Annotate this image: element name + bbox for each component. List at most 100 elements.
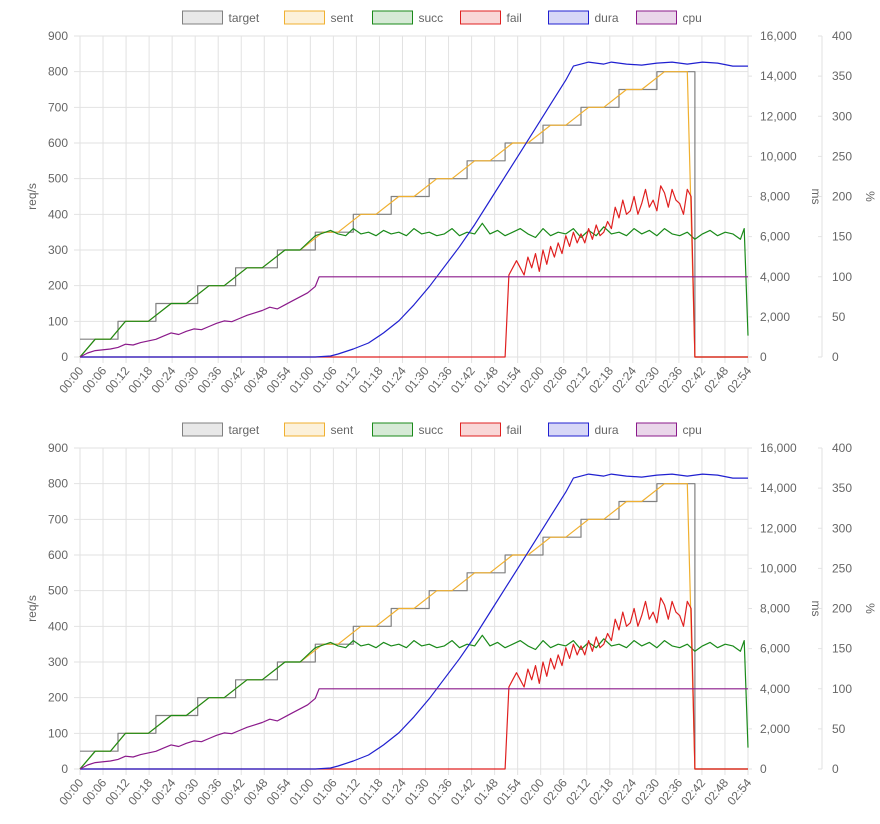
x-tick-label: 02:24: [609, 776, 639, 808]
x-tick-label: 02:30: [632, 776, 662, 808]
y-tick-label: 6,000: [760, 230, 790, 244]
y-tick-label: 400: [48, 619, 68, 633]
y-tick-label: 100: [832, 270, 852, 284]
y-axis-title: ms: [809, 601, 823, 617]
series-line-dura: [80, 473, 748, 770]
y-tick-label: 14,000: [760, 69, 797, 83]
y-tick-label: 100: [48, 314, 68, 328]
y-tick-label: 250: [832, 561, 852, 575]
y-tick-label: 16,000: [760, 29, 797, 43]
x-tick-label: 01:00: [287, 776, 317, 808]
x-tick-label: 02:42: [678, 364, 708, 396]
y-tick-label: 14,000: [760, 481, 797, 495]
x-tick-label: 00:24: [148, 776, 178, 808]
x-tick-label: 01:18: [356, 776, 386, 808]
y-tick-label: 0: [832, 762, 839, 776]
x-tick-label: 01:48: [471, 364, 501, 396]
x-tick-label: 02:00: [517, 364, 547, 396]
x-tick-label: 02:54: [724, 364, 754, 396]
legend-swatch: [636, 10, 677, 25]
series-line-fail: [80, 597, 748, 770]
y-axis-reqs: 0 100 200 300 400 500 600 700 800 900 req/s: [25, 29, 68, 364]
x-tick-label: 01:12: [333, 364, 363, 396]
x-tick-label: 02:42: [678, 776, 708, 808]
x-tick-label: 01:12: [333, 776, 363, 808]
legend: target sent succ fail dura cpu: [182, 10, 702, 25]
y-tick-label: 800: [48, 477, 68, 491]
y-tick-label: 16,000: [760, 441, 797, 455]
x-tick-label: 00:12: [102, 364, 132, 396]
legend-swatch: [372, 10, 413, 25]
series-line-cpu: [79, 688, 748, 770]
y-tick-label: 50: [832, 310, 846, 324]
y-tick-label: 2,000: [760, 310, 790, 324]
y-tick-label: 0: [760, 762, 767, 776]
x-tick-label: 02:00: [517, 776, 547, 808]
x-tick-label: 02:36: [655, 776, 685, 808]
y-tick-label: 0: [832, 350, 839, 364]
x-tick-label: 01:24: [379, 776, 409, 808]
y-tick-label: 400: [48, 207, 68, 221]
x-tick-label: 02:18: [586, 776, 616, 808]
series-group: [79, 61, 749, 358]
x-tick-label: 01:06: [310, 364, 340, 396]
y-axis-pct: 0 50 100 150 200 250 300 350 400%: [818, 29, 877, 364]
legend-swatch: [460, 422, 501, 437]
x-axis: 00:0000:0600:1200:1800:2400:3000:3600:42…: [56, 776, 754, 808]
x-tick-label: 01:54: [494, 364, 524, 396]
series-line-succ: [79, 634, 749, 770]
y-tick-label: 900: [48, 29, 68, 43]
x-tick-label: 01:06: [310, 776, 340, 808]
x-tick-label: 01:24: [379, 364, 409, 396]
y-tick-label: 200: [832, 602, 852, 616]
x-tick-label: 00:36: [194, 364, 224, 396]
y-axis-pct: 0 50 100 150 200 250 300 350 400%: [818, 441, 877, 776]
y-tick-label: 300: [48, 243, 68, 257]
x-tick-label: 01:30: [402, 364, 432, 396]
y-tick-label: 2,000: [760, 722, 790, 736]
chart-top: 0100200300400500600700800900req/s02,0004…: [25, 10, 877, 396]
legend-swatch: [182, 10, 223, 25]
x-tick-label: 00:00: [56, 364, 86, 396]
x-tick-label: 02:48: [701, 364, 731, 396]
legend-swatch: [182, 422, 223, 437]
legend-label: cpu: [683, 11, 702, 25]
legend-label: succ: [419, 423, 444, 437]
x-tick-label: 00:42: [218, 364, 248, 396]
legend-item-target: target: [182, 10, 260, 25]
y-tick-label: 8,000: [760, 190, 790, 204]
legend-label: sent: [331, 11, 354, 25]
y-tick-label: 500: [48, 172, 68, 186]
y-tick-label: 6,000: [760, 642, 790, 656]
legend-label: dura: [595, 11, 619, 25]
legend-item-fail: fail: [460, 422, 522, 437]
legend-swatch: [548, 422, 589, 437]
legend-item-succ: succ: [372, 422, 444, 437]
y-tick-label: 500: [48, 584, 68, 598]
x-tick-label: 01:48: [471, 776, 501, 808]
chart-bottom: 0100200300400500600700800900req/s02,0004…: [25, 422, 877, 808]
x-axis: 00:0000:0600:1200:1800:2400:3000:3600:42…: [56, 364, 754, 396]
series-line-cpu: [79, 276, 748, 358]
legend-item-dura: dura: [548, 422, 619, 437]
legend-swatch: [284, 10, 325, 25]
y-tick-label: 4,000: [760, 270, 790, 284]
y-tick-label: 200: [48, 279, 68, 293]
y-tick-label: 50: [832, 722, 846, 736]
y-axis-ms: 0 2,000 4,000 6,000 8,000 10,000 12,000 14,000 1…: [748, 441, 823, 776]
y-axis-title: %: [863, 603, 877, 614]
legend-item-dura: dura: [548, 10, 619, 25]
x-tick-label: 01:36: [425, 364, 455, 396]
legend-item-sent: sent: [284, 422, 354, 437]
legend-item-target: target: [182, 422, 260, 437]
x-tick-label: 00:06: [79, 776, 109, 808]
y-tick-label: 350: [832, 69, 852, 83]
y-tick-label: 300: [832, 109, 852, 123]
legend-label: fail: [507, 11, 522, 25]
x-tick-label: 00:18: [125, 364, 155, 396]
y-tick-label: 800: [48, 65, 68, 79]
x-tick-label: 02:54: [724, 776, 754, 808]
x-tick-label: 02:24: [609, 364, 639, 396]
legend-item-sent: sent: [284, 10, 354, 25]
